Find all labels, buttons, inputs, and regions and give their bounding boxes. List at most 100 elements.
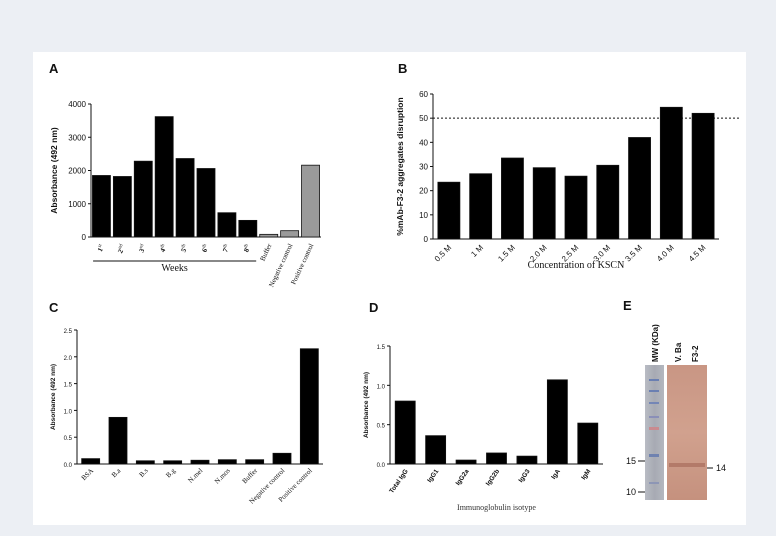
y-tick-label: 60 [419,90,428,99]
bar [469,173,493,240]
bar [196,168,216,238]
bar [425,435,447,465]
bar [564,175,588,240]
x-tick-label: 4.0 M [655,243,676,264]
x-tick-label: 4.5 M [687,243,708,264]
x-tick-label: IgM [580,468,592,481]
panel-letter-a: A [49,61,59,76]
bar [217,212,237,238]
bar [81,458,101,465]
blot-strip [667,365,707,500]
y-tick-label: 40 [419,138,428,147]
bar [163,460,183,465]
bar [301,164,320,238]
x-tick-label: Positive control [289,242,315,285]
band-label-14: 14 [716,463,726,473]
y-tick-label: 4000 [68,100,86,109]
y-tick-label: 50 [419,114,428,123]
chart-panel-a: 0 1000 2000 3000 4000 Absorbance (492 nm) 1st 2… [49,100,321,288]
bar [486,452,507,465]
x-tick-label: 1st [96,243,106,253]
panel-letter-e: E [623,298,632,313]
bar [272,452,292,465]
x-tick-label: 1.5 M [496,243,517,264]
bar [238,219,258,238]
bar [437,181,461,240]
panel-letter-c: C [49,300,59,315]
panel-letter-d: D [369,300,378,315]
mw-ladder-lane [645,365,664,500]
y-tick-label: 1.0 [377,384,386,390]
bar [154,116,174,238]
x-tick-label: B.g [164,466,177,479]
marker-label-15: 15 [626,456,636,466]
lane-label-f3-2: F3-2 [691,345,700,362]
x-tick-label: 3.5 M [623,243,644,264]
y-tick-label: 30 [419,163,428,172]
x-tick-label: N.mos [213,467,232,486]
bar [577,422,599,465]
bar [455,459,477,465]
bar [628,137,651,240]
bar [217,459,237,465]
lane-label-v-ba: V. Ba [674,342,683,362]
figure-svg: A B C D E [49,61,741,512]
bar [501,157,524,240]
x-tick-label: 6th [200,243,211,254]
y-tick-label: 10 [419,211,428,220]
y-axis-label: Absorbance (492 nm) [49,127,59,214]
x-tick-label: 4th [159,243,170,254]
y-tick-label: 0 [82,233,87,242]
ladder-band [649,402,659,404]
chart-panel-c: 0.0 0.5 1.0 1.5 2.0 2.5 Absorbance (492 nm) BSA… [50,329,323,506]
y-tick-label: 0.5 [377,424,386,430]
y-tick-label: 2.0 [64,356,73,362]
x-axis-label: Concentration of KSCN [528,260,625,271]
x-axis-label: Immunoglobulin isotype [457,503,536,512]
bar [92,175,111,238]
x-tick-label: Buffer [259,242,274,262]
x-tick-label: N.mel [187,467,205,485]
x-tick-label: IgA [550,468,562,481]
x-tick-label: IgG2b [485,468,501,487]
y-tick-label: 0.5 [64,436,73,442]
y-tick-label: 2.5 [64,329,73,335]
bar [532,167,556,240]
x-tick-label: IgG1 [426,468,440,484]
x-tick-label: B.s [138,467,150,479]
x-axis-label: Weeks [161,263,188,274]
ladder-band [649,379,659,381]
x-tick-label: 8th [242,243,253,254]
marker-label-10: 10 [626,487,636,497]
x-tick-label: 1 M [469,243,485,259]
x-tick-label: Buffer [241,466,260,485]
ladder-band [649,454,659,457]
y-tick-label: 1.0 [64,409,73,415]
bar [112,176,132,238]
x-tick-label: B.a [110,466,123,479]
y-tick-label: 2000 [68,167,86,176]
bar [135,460,155,465]
chart-panel-b: 0 10 20 30 40 50 60 %mAb-F3-2 aggregates disrup… [395,90,741,271]
y-tick-label: 3000 [68,133,86,142]
x-tick-label: 3rd [138,243,149,254]
bar [394,400,416,465]
bar [175,158,195,238]
bar [280,230,300,238]
bar [659,106,683,240]
y-tick-label: 1000 [68,200,86,209]
x-tick-label: Total IgG [388,468,410,495]
bar [299,348,319,465]
y-tick-label: 1.5 [377,345,386,351]
y-axis-label: %mAb-F3-2 aggregates disruption [395,97,405,235]
bar [133,160,153,238]
blot-band-14kda [669,463,705,467]
ladder-band [649,482,659,484]
bar [190,459,210,465]
bar [516,455,538,465]
ladder-band [649,416,659,418]
y-tick-label: 0.0 [64,463,73,469]
x-tick-label: 7th [221,243,232,254]
y-tick-label: 1.5 [64,383,73,389]
x-tick-label: IgG2a [455,468,471,487]
